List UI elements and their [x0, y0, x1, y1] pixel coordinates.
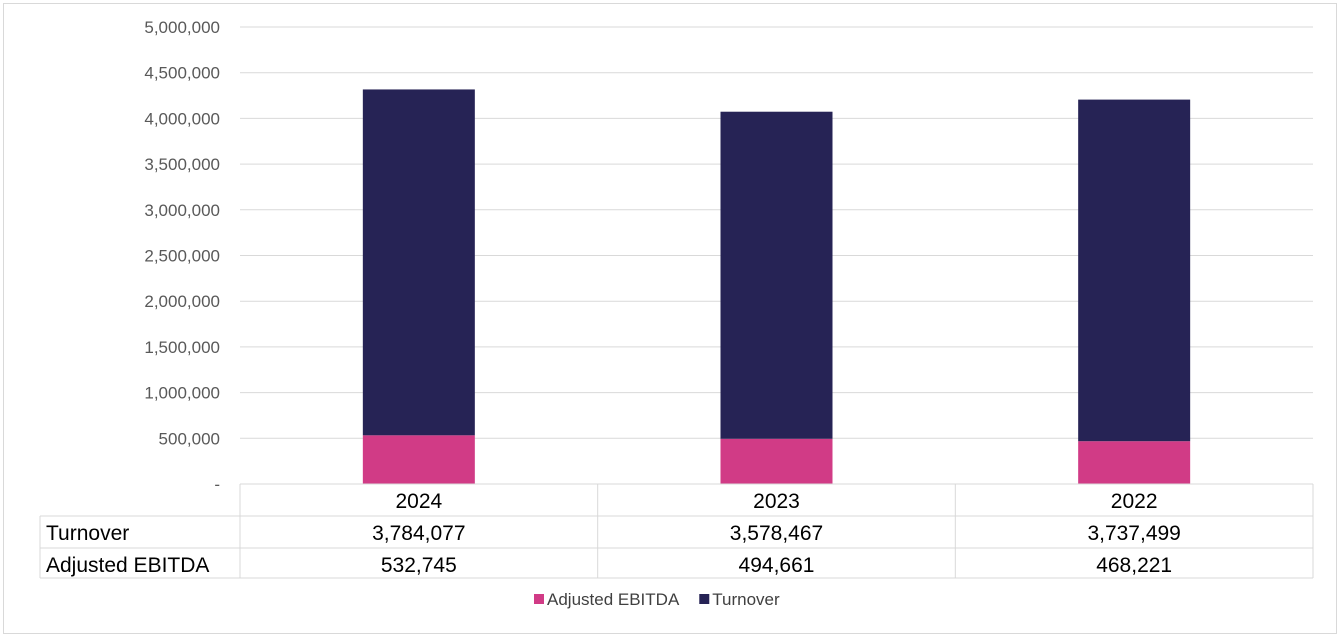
y-tick-label: 2,500,000	[144, 247, 220, 266]
table-cell: 532,745	[381, 554, 457, 577]
bar-adjusted-ebitda-2024	[362, 435, 475, 484]
y-tick-label: 1,000,000	[144, 384, 220, 403]
bar-adjusted-ebitda-2023	[720, 438, 833, 484]
table-row-label: Turnover	[46, 522, 129, 545]
y-tick-label: 4,000,000	[144, 109, 220, 128]
bar-adjusted-ebitda-2022	[1078, 441, 1191, 484]
bar-turnover-2024	[362, 89, 475, 436]
y-tick-label: -	[214, 475, 220, 494]
category-label: 2022	[1111, 490, 1158, 513]
legend-label-turnover: Turnover	[712, 590, 780, 609]
table-cell: 494,661	[739, 554, 815, 577]
y-tick-label: 2,000,000	[144, 292, 220, 311]
category-label: 2024	[395, 490, 442, 513]
bar-turnover-2022	[1078, 99, 1191, 442]
table-cell: 468,221	[1096, 554, 1172, 577]
y-tick-label: 3,500,000	[144, 155, 220, 174]
y-tick-label: 1,500,000	[144, 338, 220, 357]
table-row-label: Adjusted EBITDA	[46, 554, 209, 577]
category-label: 2023	[753, 490, 800, 513]
legend-swatch-turnover	[699, 594, 710, 604]
bar-turnover-2023	[720, 111, 833, 439]
y-tick-label: 3,000,000	[144, 201, 220, 220]
legend-label-adjusted-ebitda: Adjusted EBITDA	[547, 590, 680, 609]
y-tick-label: 500,000	[159, 429, 220, 448]
y-tick-label: 5,000,000	[144, 18, 220, 37]
table-cell: 3,784,077	[372, 522, 465, 545]
y-tick-label: 4,500,000	[144, 64, 220, 83]
table-cell: 3,578,467	[730, 522, 823, 545]
table-cell: 3,737,499	[1087, 522, 1180, 545]
legend-swatch-adjusted-ebitda	[534, 594, 544, 604]
